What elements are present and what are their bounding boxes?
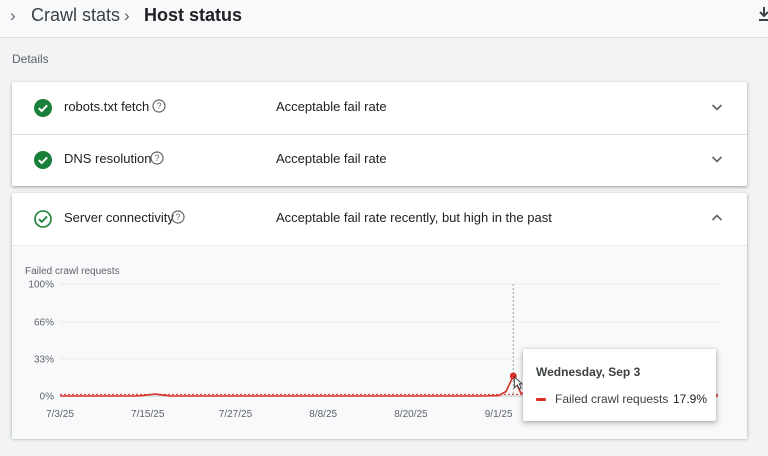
chart-panel: Failed crawl requests 100% 66% 33% 0% 7/3/25… <box>12 245 747 439</box>
page-title: Host status <box>144 5 243 25</box>
host-status-card: robots.txt fetch ? Acceptable fail rate … <box>12 82 747 186</box>
check-circle-outline-icon <box>34 210 52 228</box>
y-tick-label: 100% <box>28 280 54 291</box>
check-circle-icon <box>34 151 52 169</box>
x-tick-label: 7/3/25 <box>46 409 74 420</box>
divider <box>12 134 747 135</box>
svg-text:?: ? <box>175 212 180 222</box>
download-icon[interactable] <box>758 6 768 22</box>
row-status: Acceptable fail rate <box>276 99 387 114</box>
chevron-right-icon: › <box>10 6 16 25</box>
chart-tooltip: Wednesday, Sep 3 Failed crawl requests 1… <box>523 349 716 421</box>
chevron-up-icon[interactable] <box>710 211 724 225</box>
section-label: Details <box>12 52 49 66</box>
svg-text:?: ? <box>154 153 159 163</box>
x-tick-label: 7/15/25 <box>131 409 165 420</box>
help-icon[interactable]: ? <box>150 151 164 165</box>
x-tick-label: 9/1/25 <box>485 409 513 420</box>
y-tick-label: 0% <box>40 392 55 403</box>
check-circle-icon <box>34 99 52 117</box>
chevron-down-icon[interactable] <box>710 152 724 166</box>
server-connectivity-card: Server connectivity ? Acceptable fail ra… <box>12 193 747 439</box>
dns-resolution-row[interactable]: DNS resolution ? Acceptable fail rate <box>12 134 747 186</box>
x-tick-label: 7/27/25 <box>219 409 253 420</box>
tooltip-series-name: Failed crawl requests <box>555 392 669 406</box>
row-status: Acceptable fail rate <box>276 151 387 166</box>
row-label: robots.txt fetch <box>64 99 150 114</box>
series-swatch <box>536 398 546 401</box>
robots-fetch-row[interactable]: robots.txt fetch ? Acceptable fail rate <box>12 82 747 134</box>
top-bar: › Crawl stats › Host status <box>0 0 768 38</box>
help-icon[interactable]: ? <box>171 210 185 224</box>
tooltip-value: 17.9% <box>673 392 708 406</box>
svg-text:?: ? <box>156 101 161 111</box>
x-tick-label: 8/20/25 <box>394 409 428 420</box>
mouse-cursor-icon <box>513 376 524 390</box>
row-label: Server connectivity <box>64 210 174 225</box>
help-icon[interactable]: ? <box>152 99 166 113</box>
row-label: DNS resolution <box>64 151 152 166</box>
chart-title: Failed crawl requests <box>25 266 120 277</box>
chevron-right-icon: › <box>124 6 130 25</box>
server-connectivity-row[interactable]: Server connectivity ? Acceptable fail ra… <box>12 193 747 245</box>
chevron-down-icon[interactable] <box>710 100 724 114</box>
x-tick-label: 8/8/25 <box>309 409 337 420</box>
y-tick-label: 33% <box>34 355 54 366</box>
tooltip-date: Wednesday, Sep 3 <box>536 365 641 379</box>
breadcrumb-crawl-stats[interactable]: Crawl stats <box>31 5 121 25</box>
y-tick-label: 66% <box>34 318 54 329</box>
row-status: Acceptable fail rate recently, but high … <box>276 210 552 225</box>
